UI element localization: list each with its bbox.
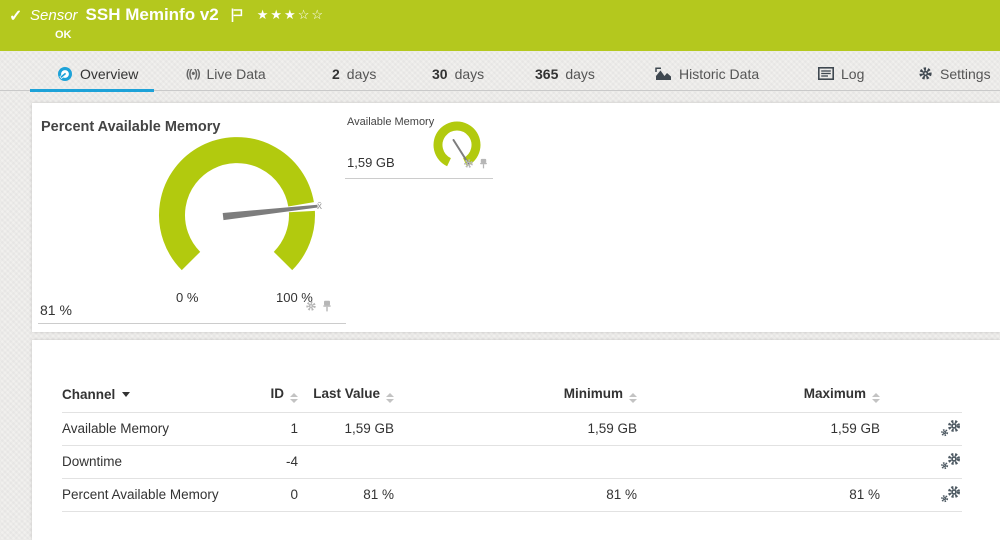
tab-number: 2 [332, 65, 340, 82]
column-header-actions [880, 378, 962, 412]
sort-desc-icon [122, 392, 131, 398]
channel-settings-button[interactable] [940, 417, 962, 440]
table-header-row: Channel ID Last Value Minimum Maximum [62, 378, 962, 412]
gauges-panel: Percent Available Memory x̄ 0 % 100 % 81… [32, 103, 1000, 332]
table-row: Downtime -4 [62, 444, 962, 478]
column-header-minimum[interactable]: Minimum [394, 378, 637, 412]
live-data-icon: ((•)) [186, 67, 200, 80]
channel-id: 0 [262, 477, 298, 512]
sort-icon [629, 393, 637, 404]
column-header-maximum[interactable]: Maximum [637, 378, 880, 412]
pin-icon[interactable] [322, 299, 332, 317]
tab-bar: Overview ((•)) Live Data 2 days 30 days … [0, 56, 1000, 92]
column-label: Minimum [563, 386, 623, 402]
tab-30-days[interactable]: 30 days [432, 56, 484, 91]
tab-settings[interactable]: Settings [918, 56, 991, 91]
channel-minimum [394, 444, 637, 478]
channel-last-value: 81 % [298, 477, 394, 512]
tab-2-days[interactable]: 2 days [332, 56, 376, 91]
gauge-max-label: 100 % [276, 290, 313, 305]
channel-settings-button[interactable] [940, 450, 962, 473]
tab-historic-data[interactable]: Historic Data [655, 56, 759, 91]
tab-label: Live Data [206, 65, 266, 82]
sort-icon [872, 393, 880, 404]
tab-overview[interactable]: Overview [29, 56, 155, 92]
column-label: Last Value [313, 386, 380, 402]
tab-label: days [454, 65, 485, 82]
tab-number: 30 [432, 65, 448, 82]
gear-icon [918, 66, 933, 81]
column-header-channel[interactable]: Channel [62, 378, 262, 412]
channel-id: -4 [262, 444, 298, 478]
gauge-title: Available Memory [347, 116, 435, 128]
channel-name[interactable]: Downtime [62, 444, 262, 478]
gauge-arc-end [273, 210, 315, 271]
tab-label: Historic Data [679, 65, 760, 82]
sensor-kind-label: Sensor [30, 6, 78, 24]
channels-panel: Channel ID Last Value Minimum Maximum [32, 340, 1000, 540]
tab-number: 365 [535, 65, 559, 82]
column-label: Channel [62, 387, 116, 403]
tab-live-data[interactable]: ((•)) Live Data [186, 56, 266, 91]
gauge-arc [433, 121, 481, 167]
status-badge: OK [55, 29, 72, 41]
tab-label: Log [841, 65, 865, 82]
channel-settings-button[interactable] [940, 483, 962, 506]
gauge-arc [159, 137, 314, 271]
channel-last-value [298, 444, 394, 478]
flag-icon[interactable] [231, 8, 243, 23]
channel-id: 1 [262, 411, 298, 445]
channel-maximum [637, 444, 880, 478]
log-icon [818, 67, 834, 80]
sort-icon [290, 393, 298, 404]
channel-table: Channel ID Last Value Minimum Maximum [62, 378, 962, 512]
sensor-header: ✓ Sensor SSH Meminfo v2 ★★★☆☆ OK [0, 0, 1000, 51]
gauge-tile-available-memory: Available Memory 1,59 GB [345, 111, 493, 179]
table-row: Percent Available Memory 0 81 % 81 % 81 … [62, 477, 962, 512]
channel-last-value: 1,59 GB [298, 411, 394, 445]
gauge-title: Percent Available Memory [41, 119, 221, 135]
channel-minimum: 81 % [394, 477, 637, 512]
tab-label: Settings [940, 65, 991, 82]
table-row: Available Memory 1 1,59 GB 1,59 GB 1,59 … [62, 411, 962, 445]
priority-stars[interactable]: ★★★☆☆ [256, 7, 326, 22]
gauge-icon [57, 66, 73, 82]
sensor-title: SSH Meminfo v2 [85, 5, 219, 24]
gauge-current-value: 81 % [40, 302, 72, 318]
gauge-needle [222, 204, 318, 221]
gauge-settings-gear-icon[interactable] [463, 156, 474, 174]
tab-label: days [346, 65, 377, 82]
channel-name[interactable]: Available Memory [62, 411, 262, 445]
mean-marker: x̄ [317, 201, 322, 212]
column-label: Maximum [803, 386, 866, 402]
area-chart-icon [655, 66, 672, 81]
pin-icon[interactable] [479, 156, 488, 174]
tab-365-days[interactable]: 365 days [535, 56, 595, 91]
gauge-current-value: 1,59 GB [347, 155, 395, 170]
column-label: ID [270, 386, 285, 402]
channel-maximum: 1,59 GB [637, 411, 880, 445]
channel-minimum: 1,59 GB [394, 411, 637, 445]
sort-icon [386, 393, 394, 404]
tab-label: Overview [80, 65, 139, 82]
column-header-last-value[interactable]: Last Value [298, 378, 394, 412]
column-header-id[interactable]: ID [262, 378, 298, 412]
status-check-icon: ✓ [9, 8, 23, 25]
channel-maximum: 81 % [637, 477, 880, 512]
tab-log[interactable]: Log [818, 56, 864, 91]
gauge-settings-gear-icon[interactable] [305, 299, 317, 317]
percent-available-memory-gauge: x̄ [159, 137, 322, 271]
gauge-min-label: 0 % [176, 290, 199, 305]
channel-name[interactable]: Percent Available Memory [62, 477, 262, 512]
gauge-tile-percent-available-memory: Percent Available Memory x̄ 0 % 100 % 81… [38, 111, 346, 324]
tab-label: days [565, 65, 595, 82]
